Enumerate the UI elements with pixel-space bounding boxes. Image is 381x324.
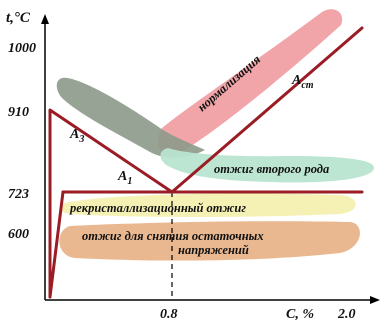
y-axis-label: t,°C	[6, 10, 31, 26]
y-tick-1000: 1000	[8, 41, 36, 56]
recrystallization-zone	[59, 193, 356, 217]
normalization-zone	[157, 9, 343, 154]
y-axis-arrow	[41, 14, 49, 24]
y-tick-723: 723	[8, 187, 29, 202]
second-anneal-label: отжиг второго рода	[214, 162, 329, 176]
alpha-line	[48, 190, 65, 299]
x-axis-label: C, %	[286, 307, 314, 322]
stress-relief-zone	[59, 221, 360, 261]
a3-label: A3	[69, 127, 84, 145]
gray-overlap-zone	[56, 77, 205, 158]
x-tick-2-0: 2.0	[337, 307, 356, 322]
y-tick-600: 600	[8, 227, 29, 242]
x-tick-0-8: 0.8	[160, 307, 178, 322]
phase-lines	[48, 26, 364, 299]
y-tick-910: 910	[8, 105, 29, 120]
gamma-boundary-line	[48, 108, 174, 299]
acm-label: Acm	[291, 73, 314, 91]
acm-line	[170, 26, 364, 194]
recrystallization-label: рекристаллизационный отжиг	[69, 201, 246, 215]
a1-label: A1	[117, 169, 132, 187]
stress-relief-label-2: напряжений	[178, 243, 249, 257]
stress-relief-label-1: отжиг для снятия остаточных	[82, 229, 264, 243]
x-axis-arrow	[370, 296, 380, 304]
